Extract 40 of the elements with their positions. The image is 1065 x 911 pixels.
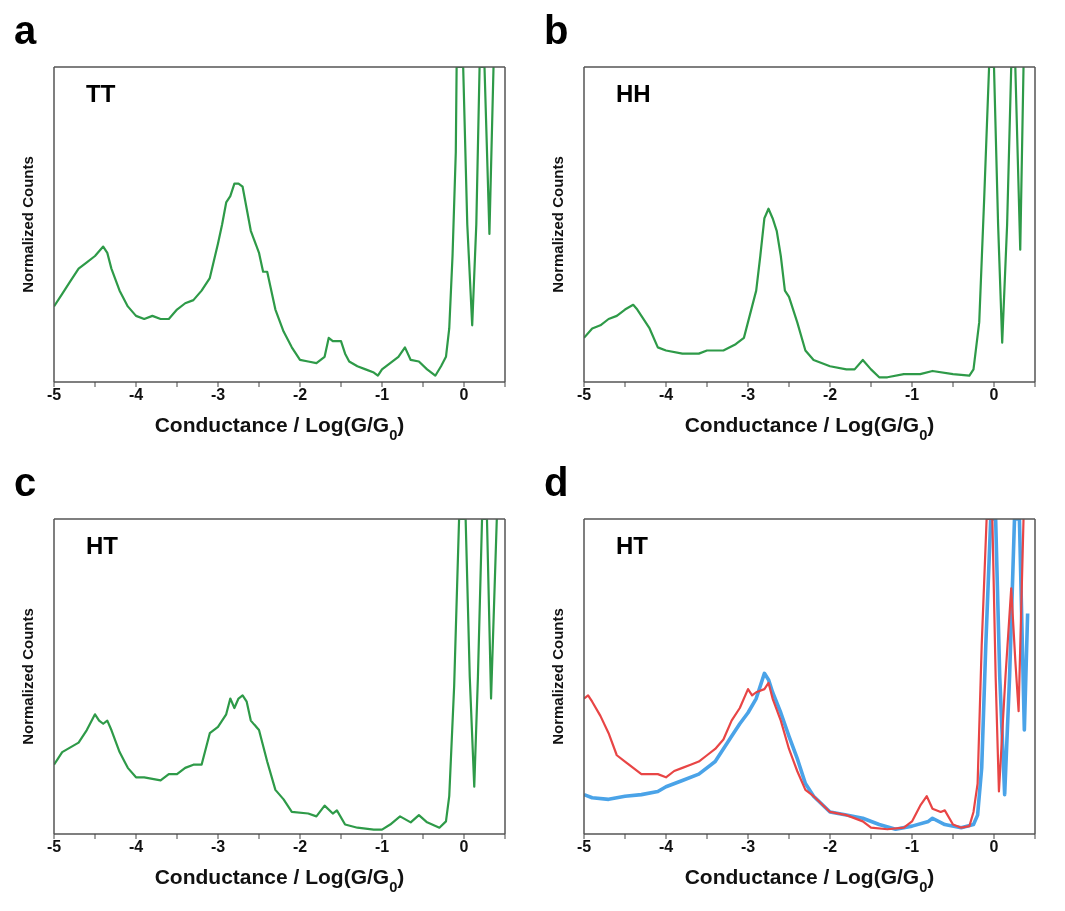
x-tick-label: -1 (374, 386, 390, 404)
x-tick-label: -5 (576, 838, 592, 856)
text: c (14, 460, 37, 504)
x-tick-label: 0 (459, 386, 469, 404)
x-tick-label: -1 (904, 838, 920, 856)
x-tick-label: 0 (459, 838, 469, 856)
x-tick-label: -4 (658, 838, 674, 856)
text: b (544, 8, 569, 52)
x-tick-label: -2 (822, 386, 838, 404)
text: a (14, 8, 37, 52)
x-tick-label: -3 (740, 838, 756, 856)
x-axis-title: Conductance / Log(G/G$_{0}$) (684, 865, 935, 895)
x-tick-label: -1 (904, 386, 920, 404)
x-tick-label: -5 (46, 386, 62, 404)
text: HT (616, 532, 648, 560)
x-tick-label: -5 (46, 838, 62, 856)
x-tick-label: -4 (658, 386, 674, 404)
x-tick-label: -4 (128, 386, 144, 404)
text: TT (86, 80, 116, 108)
y-axis-title: Normalized Counts (549, 608, 567, 745)
x-tick-label: -4 (128, 838, 144, 856)
text: HH (616, 80, 651, 108)
x-axis-title: Conductance / Log(G/G$_{0}$) (154, 413, 405, 443)
x-tick-label: -2 (292, 386, 308, 404)
x-tick-label: -3 (210, 386, 226, 404)
text: HT (86, 532, 118, 560)
text: d (544, 460, 569, 504)
x-tick-label: 0 (989, 386, 999, 404)
x-tick-label: 0 (989, 838, 999, 856)
x-axis-title: Conductance / Log(G/G$_{0}$) (154, 865, 405, 895)
y-axis-title: Normalized Counts (19, 608, 37, 745)
y-axis-title: Normalized Counts (19, 156, 37, 293)
x-axis-title: Conductance / Log(G/G$_{0}$) (684, 413, 935, 443)
x-tick-label: -2 (822, 838, 838, 856)
y-axis-title: Normalized Counts (549, 156, 567, 293)
x-tick-label: -2 (292, 838, 308, 856)
x-tick-label: -3 (740, 386, 756, 404)
x-tick-label: -3 (210, 838, 226, 856)
x-tick-label: -5 (576, 386, 592, 404)
x-tick-label: -1 (374, 838, 390, 856)
